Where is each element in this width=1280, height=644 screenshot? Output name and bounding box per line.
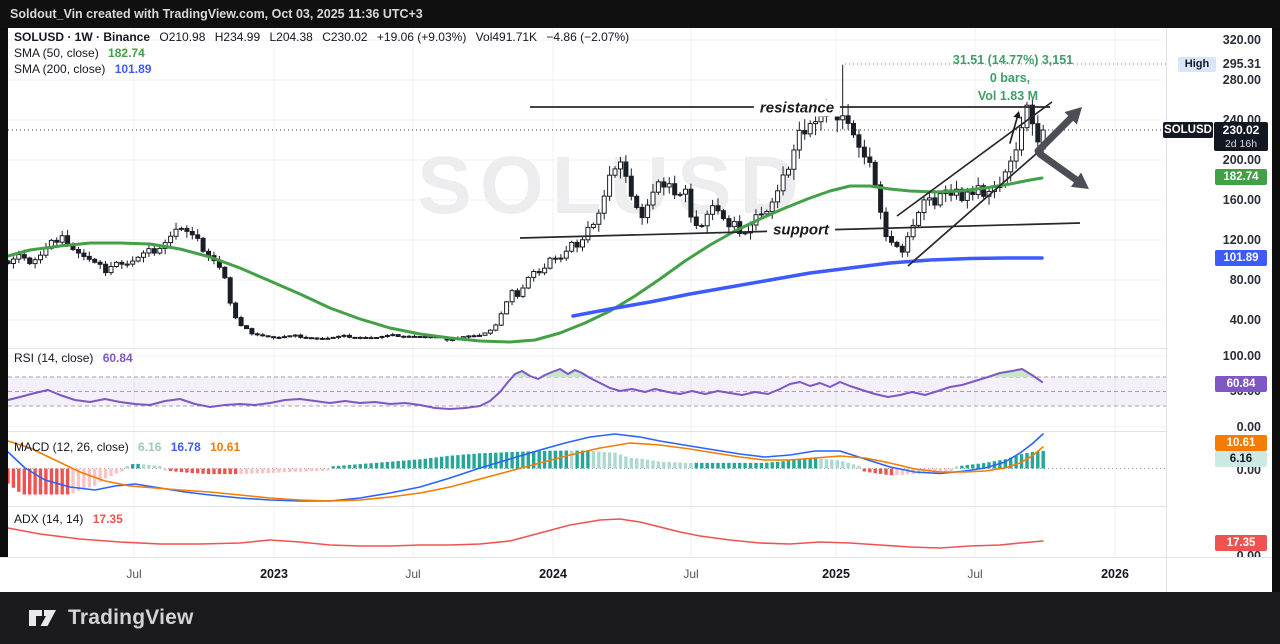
tradingview-logo-icon[interactable] (28, 606, 58, 630)
scale-tick: 100.00 (1222, 349, 1261, 363)
sma50-legend-row[interactable]: SMA (50, close) 182.74 (14, 46, 151, 60)
ohlc-low: L204.38 (269, 30, 313, 44)
last-price-value: 230.02 (1222, 123, 1260, 137)
sma200-legend-row[interactable]: SMA (200, close) 101.89 (14, 62, 157, 76)
change-value: +19.06 (+9.03%) (376, 30, 467, 44)
time-axis-label: Jul (967, 567, 983, 581)
indicator-value-badge: 17.35 (1215, 535, 1267, 551)
sma50-label: SMA (50, close) (14, 46, 99, 60)
time-axis-label: Jul (126, 567, 142, 581)
big-up-arrow[interactable] (1034, 107, 1082, 155)
rsi-label: RSI (14, close) (14, 351, 94, 365)
scale-tick: 80.00 (1229, 273, 1261, 287)
symbol-title: SOLUSD · 1W · Binance (14, 30, 151, 44)
scale-tick: 120.00 (1222, 233, 1261, 247)
volume-change: −4.86 (−2.07%) (546, 30, 630, 44)
macd-signal-value: 10.61 (210, 440, 241, 454)
attribution-bar: Soldout_Vin created with TradingView.com… (0, 0, 1280, 28)
rsi-band (8, 376, 1166, 407)
adx-legend-row[interactable]: ADX (14, 14) 17.35 (14, 512, 129, 526)
scale-tick: 200.00 (1222, 153, 1261, 167)
measure-bars-text: 0 bars, (989, 71, 1031, 85)
time-axis[interactable]: Jul 2023 Jul 2024 Jul 2025 Jul 2026 (0, 557, 1166, 593)
last-price-badge: 230.02 2d 16h (1214, 122, 1268, 151)
time-axis-label: 2024 (539, 567, 567, 581)
channel-upper-trendline[interactable] (896, 101, 1053, 217)
measure-volume-text: Vol 1.83 M (977, 89, 1039, 103)
scale-tick: 160.00 (1222, 193, 1261, 207)
scale-corner (1166, 557, 1273, 593)
price-scale[interactable]: 320.00 280.00 240.00 200.00 160.00 120.00 80.0… (1166, 28, 1273, 563)
scale-tick: 0.00 (1236, 420, 1261, 434)
sma50-value: 182.74 (108, 46, 145, 60)
time-axis-label: 2023 (260, 567, 288, 581)
sma50-line (6, 176, 1044, 344)
ohlc-high: H234.99 (214, 30, 261, 44)
tradingview-wordmark[interactable]: TradingView (68, 606, 194, 629)
measure-range-text: 31.51 (14.77%) 3,151 (952, 53, 1074, 67)
macd-hist-value: 6.16 (138, 440, 162, 454)
time-axis-label: Jul (683, 567, 699, 581)
rsi-value: 60.84 (102, 351, 133, 365)
attribution-text: Soldout_Vin created with TradingView.com… (10, 7, 423, 21)
sma200-value: 101.89 (114, 62, 152, 76)
rsi-legend-row[interactable]: RSI (14, close) 60.84 (14, 351, 139, 365)
bar-countdown: 2d 16h (1224, 138, 1258, 150)
footer-bar: TradingView (0, 592, 1280, 644)
left-black-stripe (0, 28, 8, 557)
macd-label: MACD (12, 26, close) (14, 440, 129, 454)
time-axis-label: 2026 (1101, 567, 1129, 581)
right-black-stripe (1272, 28, 1280, 592)
volume-value: Vol491.71K (475, 30, 538, 44)
indicator-value-badge: 10.61 (1215, 435, 1267, 451)
scale-tick: 40.00 (1229, 313, 1261, 327)
time-axis-label: 2025 (822, 567, 850, 581)
high-label-badge: High (1178, 57, 1216, 72)
macd-line-value: 16.78 (170, 440, 201, 454)
scale-tick: 280.00 (1222, 73, 1261, 87)
scale-tick: 320.00 (1222, 33, 1261, 47)
scale-tick: 295.31 (1222, 57, 1261, 71)
symbol-price-label: SOLUSD (1163, 122, 1213, 138)
rsi-overbought-fill (988, 369, 1035, 377)
sma200-line (571, 256, 1044, 318)
adx-value: 17.35 (92, 512, 123, 526)
resistance-label[interactable]: resistance (753, 99, 841, 117)
adx-line (7, 518, 1044, 549)
symbol-legend-row[interactable]: SOLUSD · 1W · Binance O210.98 H234.99 L2… (14, 30, 635, 44)
rsi-line (7, 368, 1043, 410)
ohlc-open: O210.98 (159, 30, 206, 44)
macd-legend-row[interactable]: MACD (12, 26, close) 6.16 16.78 10.61 (14, 440, 246, 454)
indicator-value-badge: 101.89 (1215, 250, 1267, 266)
sma200-label: SMA (200, close) (14, 62, 106, 76)
macd-signal-line (7, 440, 1044, 502)
ohlc-close: C230.02 (322, 30, 368, 44)
support-label[interactable]: support (767, 221, 835, 239)
time-axis-label: Jul (405, 567, 421, 581)
small-up-arrow[interactable] (1009, 111, 1021, 144)
adx-label: ADX (14, 14) (14, 512, 84, 526)
indicator-value-badge: 182.74 (1215, 169, 1267, 185)
indicator-value-badge: 6.16 (1215, 451, 1267, 467)
indicator-value-badge: 60.84 (1215, 376, 1267, 392)
channel-lower-trendline[interactable] (907, 139, 1053, 267)
big-down-arrow[interactable] (1036, 150, 1089, 189)
